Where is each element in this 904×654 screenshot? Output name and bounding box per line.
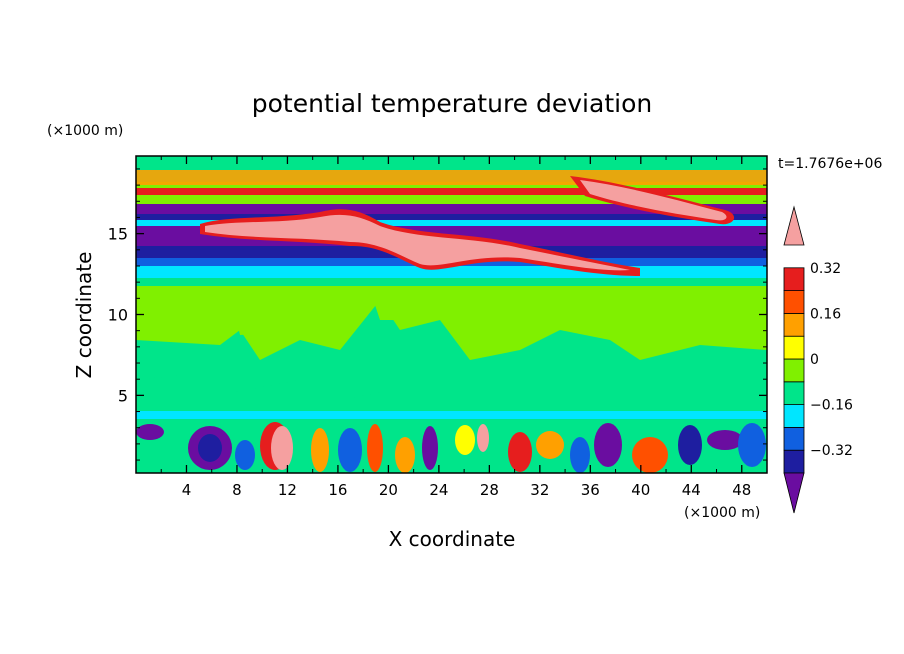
- x-tick-label: 44: [682, 481, 701, 499]
- colorbar-swatch: [783, 267, 805, 291]
- colorbar-swatch: [783, 426, 805, 451]
- x-tick-label: 16: [328, 481, 347, 499]
- colorbar-label: −0.32: [810, 443, 853, 459]
- top-cyan-band: [136, 220, 767, 226]
- aqua-band: [136, 278, 767, 286]
- eddy: [367, 424, 383, 472]
- colorbar-swatch: [783, 404, 805, 428]
- y-axis-title: Z coordinate: [72, 252, 96, 379]
- mid-layer-patches-2: [136, 375, 767, 411]
- colorbar-swatch: [783, 335, 805, 360]
- eddy: [198, 434, 222, 462]
- eddy: [738, 423, 766, 467]
- colorbar-swatch: [783, 358, 805, 383]
- eddy: [477, 424, 489, 452]
- time-label: t=1.7676e+06: [778, 156, 882, 172]
- x-tick-label: 4: [182, 481, 192, 499]
- top-red-band: [136, 188, 767, 195]
- mid-layer-patches-3: [230, 290, 640, 335]
- x-tick-label: 20: [379, 481, 398, 499]
- x-tick-label: 36: [581, 481, 600, 499]
- colorbar-swatch: [783, 449, 805, 474]
- colorbar-swatch: [783, 290, 805, 314]
- x-tick-label: 8: [232, 481, 242, 499]
- colorbar-swatch: [783, 381, 805, 405]
- right-plume-core: [580, 180, 727, 221]
- top-orange-band: [136, 170, 767, 185]
- colorbar-label: 0.32: [810, 261, 841, 277]
- cyan-band: [136, 266, 767, 278]
- colorbar-bottom-extension: [783, 472, 805, 514]
- x-tick-label: 32: [530, 481, 549, 499]
- boundary-eddies: [136, 422, 766, 473]
- colorbar-top-extension: [783, 205, 805, 246]
- colorbar-label: −0.16: [810, 398, 853, 414]
- top-blue-band: [136, 214, 767, 220]
- colorbar: 0.32 0.16 0 −0.16 −0.32: [783, 205, 853, 514]
- eddy: [455, 425, 475, 455]
- contour-field: [136, 156, 767, 473]
- colorbar-swatch: [783, 312, 805, 337]
- x-tick-label: 48: [732, 481, 751, 499]
- eddy: [632, 437, 668, 473]
- x-tick-label: 12: [278, 481, 297, 499]
- upper-left-plume-core: [205, 214, 630, 271]
- eddy: [536, 431, 564, 459]
- eddy: [235, 440, 255, 470]
- x-unit-label: (×1000 m): [684, 505, 760, 521]
- y-unit-label: (×1000 m): [47, 123, 123, 139]
- eddy: [395, 437, 415, 473]
- eddy: [678, 425, 702, 465]
- y-axis: 5 10 15: [108, 168, 767, 461]
- x-tick-label: 40: [631, 481, 650, 499]
- eddy: [271, 426, 293, 470]
- x-tick-label: 24: [429, 481, 448, 499]
- colorbar-label: 0.16: [810, 306, 841, 322]
- x-axis: 4 8 12 16 20 24 28 32 36 40 44 48: [160, 156, 751, 499]
- eddy: [338, 428, 362, 472]
- eddy: [136, 424, 164, 440]
- x-tick-label: 28: [480, 481, 499, 499]
- boundary-cyan-strip: [136, 411, 767, 419]
- eddy: [508, 432, 532, 472]
- eddy: [311, 428, 329, 472]
- eddy: [570, 437, 590, 473]
- colorbar-label: 0: [810, 352, 819, 368]
- y-tick-label: 15: [108, 225, 128, 244]
- eddy: [422, 426, 438, 470]
- y-tick-label: 10: [108, 306, 128, 325]
- top-purple-band: [136, 204, 767, 214]
- x-axis-title: X coordinate: [389, 527, 516, 551]
- eddy: [594, 423, 622, 467]
- eddy: [707, 430, 743, 450]
- y-tick-label: 5: [118, 386, 128, 405]
- chart-title: potential temperature deviation: [252, 89, 652, 118]
